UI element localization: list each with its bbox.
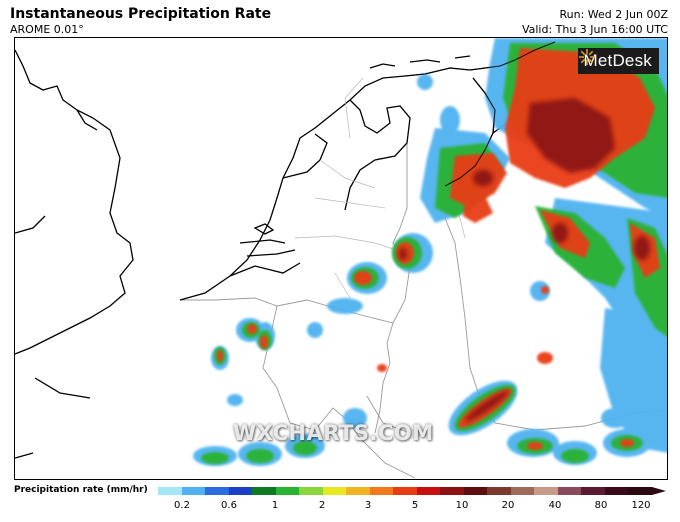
colorbar-swatch [322, 487, 346, 495]
map-area[interactable]: MetDesk WXCHARTS.COM [14, 37, 668, 480]
colorbar-swatch [628, 487, 652, 495]
precip-extreme [399, 98, 650, 422]
colorbar-tick-label: 5 [411, 500, 419, 511]
colorbar-swatch [534, 487, 558, 495]
colorbar-swatch [416, 487, 440, 495]
legend-title: Precipitation rate (mm/hr) [14, 485, 148, 495]
colorbar-swatch [463, 487, 487, 495]
colorbar-tick-label: 20 [501, 500, 515, 511]
colorbar [158, 487, 652, 495]
colorbar-swatch [393, 487, 417, 495]
colorbar-tick-label: 120 [631, 500, 651, 511]
colorbar-swatch [557, 487, 581, 495]
colorbar-swatch [440, 487, 464, 495]
model-label: AROME 0.01° [10, 23, 84, 36]
valid-time: Valid: Thu 3 Jun 16:00 UTC [521, 23, 668, 36]
colorbar-tick-label: 0.2 [174, 500, 190, 511]
precipitation-map [15, 38, 667, 479]
colorbar-swatch [510, 487, 534, 495]
colorbar-swatch [369, 487, 393, 495]
run-time: Run: Wed 2 Jun 00Z [559, 8, 669, 21]
colorbar-tick-label: 40 [548, 500, 562, 511]
colorbar-tick-label: 10 [455, 500, 469, 511]
colorbar-swatch [252, 487, 276, 495]
colorbar-arrow [652, 487, 666, 495]
colorbar-swatch [275, 487, 299, 495]
colorbar-swatch [205, 487, 229, 495]
colorbar-swatch [346, 487, 370, 495]
colorbar-tick-label: 3 [364, 500, 372, 511]
colorbar-swatch [299, 487, 323, 495]
colorbar-swatch [581, 487, 605, 495]
logo-text: MetDesk [583, 51, 652, 70]
sunburst-icon [578, 49, 595, 65]
colorbar-tick-label: 2 [318, 500, 326, 511]
colorbar-swatch [487, 487, 511, 495]
colorbar-tick-label: 80 [594, 500, 608, 511]
wxcharts-watermark: WXCHARTS.COM [233, 421, 434, 445]
colorbar-swatch [604, 487, 628, 495]
colorbar-swatch [228, 487, 252, 495]
metdesk-logo: MetDesk [577, 48, 659, 74]
colorbar-tick-label: 1 [271, 500, 279, 511]
chart-title: Instantaneous Precipitation Rate [10, 6, 272, 22]
colorbar-swatch [158, 487, 182, 495]
colorbar-tick-label: 0.6 [221, 500, 237, 511]
colorbar-swatch [181, 487, 205, 495]
